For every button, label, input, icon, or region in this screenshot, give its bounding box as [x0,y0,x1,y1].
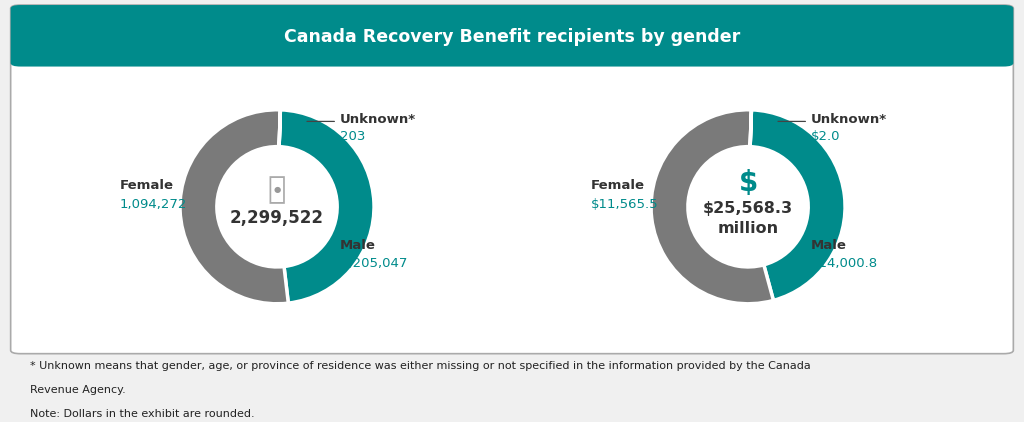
Text: Male: Male [811,239,847,252]
Wedge shape [280,110,374,303]
Wedge shape [180,110,289,304]
Wedge shape [651,110,773,304]
Text: Note: Dollars in the exhibit are rounded.: Note: Dollars in the exhibit are rounded… [31,409,255,419]
Text: $11,565.5: $11,565.5 [591,198,658,211]
Bar [20,36,1004,63]
Text: $25,568.3: $25,568.3 [703,201,794,216]
Text: Unknown*: Unknown* [340,113,416,126]
Wedge shape [751,110,752,147]
Wedge shape [751,110,845,300]
Text: Female: Female [591,179,645,192]
Text: Female: Female [120,179,174,192]
Text: ●: ● [273,185,281,194]
Text: * Unknown means that gender, age, or province of residence was either missing or: * Unknown means that gender, age, or pro… [31,361,811,371]
Text: $: $ [738,168,758,197]
Text: 1,205,047: 1,205,047 [340,257,408,270]
FancyBboxPatch shape [10,5,1014,354]
Text: Revenue Agency.: Revenue Agency. [31,385,126,395]
Text: $14,000.8: $14,000.8 [811,257,879,270]
Text: Canada Recovery Benefit recipients by gender: Canada Recovery Benefit recipients by ge… [284,29,740,46]
Text: 203: 203 [340,130,366,143]
Text: 2,299,522: 2,299,522 [230,209,324,227]
Text: Male: Male [340,239,376,252]
Text: 1,094,272: 1,094,272 [120,198,187,211]
Text: 🧍: 🧍 [268,175,286,204]
FancyBboxPatch shape [10,5,1014,67]
Wedge shape [280,110,281,147]
Text: million: million [718,221,778,235]
Text: $2.0: $2.0 [811,130,841,143]
Text: Unknown*: Unknown* [811,113,887,126]
